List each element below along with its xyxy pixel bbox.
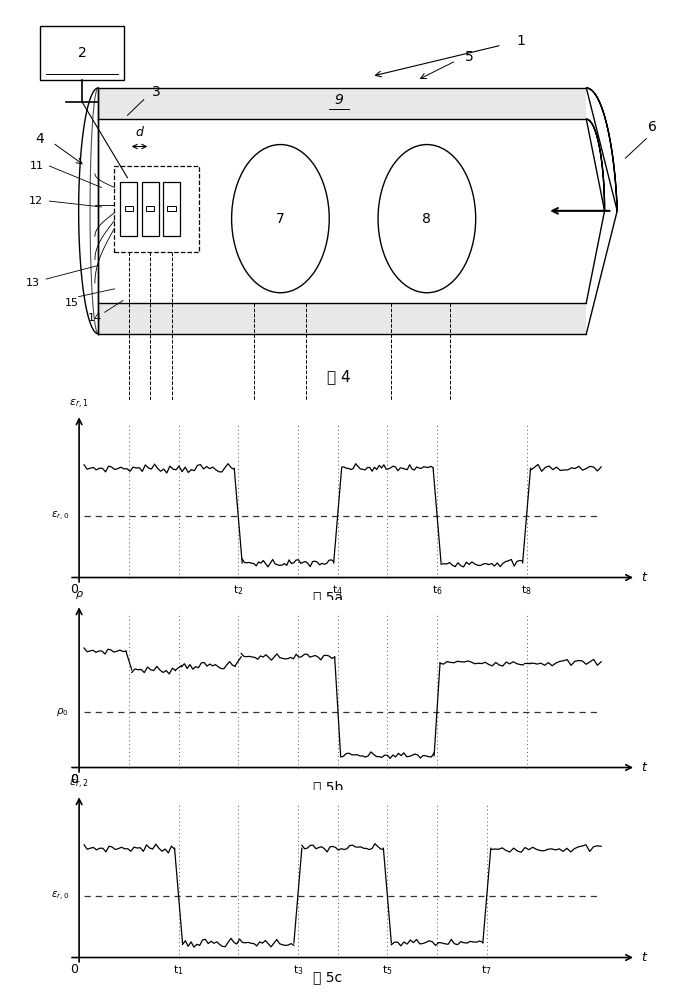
Text: 0: 0 xyxy=(70,773,78,786)
Text: t: t xyxy=(641,571,646,584)
Text: 0: 0 xyxy=(70,583,78,596)
Text: t$_5$: t$_5$ xyxy=(382,963,393,977)
Text: 图 5c: 图 5c xyxy=(313,971,342,985)
Text: t$_6$: t$_6$ xyxy=(432,583,443,597)
Text: 4: 4 xyxy=(35,132,44,146)
Text: 图 5a: 图 5a xyxy=(313,591,343,605)
Text: $\varepsilon_{r,2}$: $\varepsilon_{r,2}$ xyxy=(69,778,89,791)
Bar xyxy=(142,182,159,236)
Text: 5: 5 xyxy=(465,50,473,64)
Text: 图 4: 图 4 xyxy=(327,369,351,384)
Text: 2: 2 xyxy=(77,46,86,60)
Text: t$_8$: t$_8$ xyxy=(521,583,532,597)
Text: $\varepsilon_{r,0}$: $\varepsilon_{r,0}$ xyxy=(51,890,69,903)
Text: $\varepsilon_{r,1}$: $\varepsilon_{r,1}$ xyxy=(69,398,89,411)
Text: 15: 15 xyxy=(65,298,79,308)
Text: 11: 11 xyxy=(29,161,43,171)
Text: t: t xyxy=(641,761,646,774)
Text: $\varepsilon_{r,0}$: $\varepsilon_{r,0}$ xyxy=(51,510,69,523)
Text: d: d xyxy=(136,126,144,139)
Text: 6: 6 xyxy=(648,120,657,134)
Text: $\rho$: $\rho$ xyxy=(75,589,83,601)
Text: $\rho_0$: $\rho_0$ xyxy=(56,706,69,718)
Bar xyxy=(115,166,199,252)
Bar xyxy=(125,206,133,211)
Text: 3: 3 xyxy=(153,85,161,99)
Text: 12: 12 xyxy=(29,196,43,206)
Bar xyxy=(146,206,155,211)
Text: t: t xyxy=(641,951,646,964)
Text: 1: 1 xyxy=(517,34,525,48)
Text: t$_3$: t$_3$ xyxy=(292,963,303,977)
Text: 13: 13 xyxy=(26,278,40,288)
Text: 7: 7 xyxy=(276,212,285,226)
Text: t$_7$: t$_7$ xyxy=(481,963,492,977)
Text: 0: 0 xyxy=(70,773,78,786)
Text: 图 5b: 图 5b xyxy=(313,781,343,795)
Bar xyxy=(120,182,137,236)
Text: 8: 8 xyxy=(422,212,431,226)
Text: 9: 9 xyxy=(334,94,344,107)
Text: t$_2$: t$_2$ xyxy=(233,583,243,597)
Bar xyxy=(39,26,124,80)
Text: t$_1$: t$_1$ xyxy=(173,963,184,977)
Text: 0: 0 xyxy=(70,963,78,976)
Text: 14: 14 xyxy=(88,313,102,323)
Bar xyxy=(163,182,180,236)
Text: t$_4$: t$_4$ xyxy=(332,583,343,597)
Bar xyxy=(167,206,176,211)
